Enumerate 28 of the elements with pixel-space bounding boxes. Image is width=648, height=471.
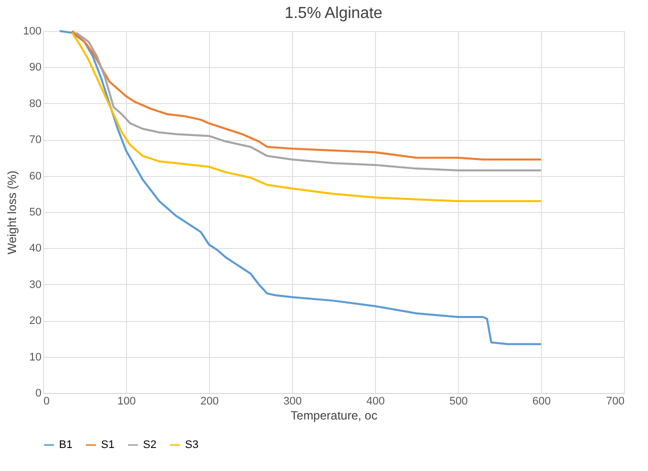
legend-label: S1: [101, 439, 114, 451]
y-tick-label: 70: [29, 134, 42, 146]
y-tick-label: 40: [29, 242, 42, 255]
y-tick-label: 90: [29, 62, 42, 74]
line-series: [58, 30, 542, 346]
x-tick-label: 400: [366, 396, 385, 408]
y-tick-label: 100: [23, 26, 42, 38]
legend-label: S2: [143, 439, 156, 451]
y-axis-title: Weight loss (%): [5, 170, 20, 254]
y-tick-label: 50: [29, 206, 42, 218]
legend-label: S3: [185, 439, 198, 451]
legend-label: B1: [59, 439, 72, 451]
y-tick-label: 20: [29, 315, 42, 328]
x-tick-label: 0: [44, 396, 50, 408]
chart-title: 1.5% Alginate: [284, 5, 383, 22]
line-series: [71, 32, 542, 202]
x-tick-label: 200: [200, 396, 219, 408]
x-tick-label: 600: [532, 396, 551, 408]
y-tick-label: 0: [35, 388, 42, 400]
x-tick-label: 100: [117, 396, 136, 408]
y-tick-label: 10: [29, 351, 42, 364]
y-tick-label: 60: [29, 170, 42, 182]
x-axis-title: Temperature, oc: [290, 408, 378, 422]
y-tick-label: 80: [29, 98, 42, 110]
x-tick-label: 500: [449, 396, 468, 408]
x-tick-label: 700: [606, 396, 624, 408]
x-tick-label: 300: [283, 396, 302, 408]
y-tick-label: 30: [29, 278, 42, 291]
